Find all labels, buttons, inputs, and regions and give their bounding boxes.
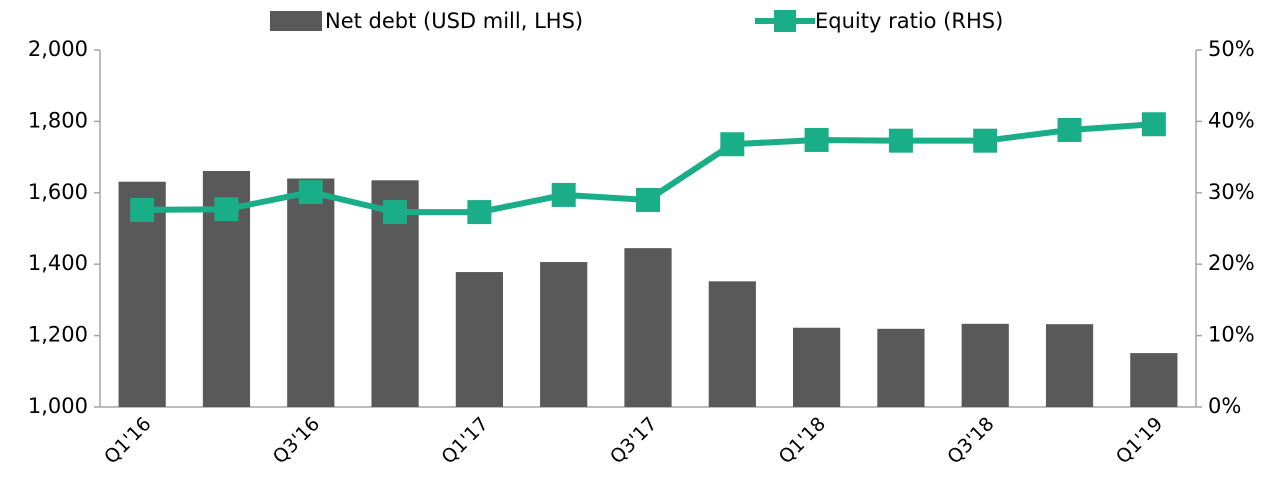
bar — [708, 281, 756, 407]
legend-swatch — [774, 10, 796, 32]
line-marker — [720, 132, 745, 157]
y2-tick-label: 30% — [1208, 180, 1255, 204]
y-tick-label: 1,800 — [28, 108, 88, 132]
bar — [793, 327, 841, 407]
x-tick-label: Q1'17 — [437, 413, 492, 468]
line-marker — [214, 197, 239, 222]
bar — [961, 323, 1009, 407]
bar — [455, 272, 503, 407]
y-tick-label: 1,200 — [28, 323, 88, 347]
bar — [877, 328, 925, 407]
legend-label: Net debt (USD mill, LHS) — [325, 9, 583, 33]
bar — [1130, 353, 1178, 407]
bar — [287, 178, 335, 407]
y-tick-label: 1,600 — [28, 180, 88, 204]
line-marker — [383, 200, 408, 225]
legend-label: Equity ratio (RHS) — [815, 9, 1003, 33]
y-tick-label: 1,000 — [28, 394, 88, 418]
bar — [624, 248, 672, 407]
x-tick-label: Q3'17 — [606, 413, 661, 468]
x-tick-label: Q1'19 — [1112, 413, 1167, 468]
x-tick-label: Q3'16 — [269, 413, 324, 468]
x-tick-label: Q1'16 — [100, 413, 155, 468]
legend-swatch — [270, 11, 322, 31]
y2-tick-label: 40% — [1208, 108, 1255, 132]
line-marker — [636, 187, 660, 212]
line-marker — [888, 128, 913, 153]
line-marker — [1141, 112, 1166, 137]
line-marker — [298, 180, 323, 205]
y-tick-label: 1,400 — [28, 251, 88, 275]
bar — [1045, 324, 1094, 407]
bar — [540, 262, 588, 407]
line-marker — [804, 127, 829, 152]
line-marker — [130, 197, 155, 222]
y2-tick-label: 50% — [1208, 37, 1255, 61]
y2-tick-label: 20% — [1208, 251, 1255, 275]
x-tick-label: Q1'18 — [775, 413, 830, 468]
line-marker — [1057, 117, 1082, 142]
line-marker — [467, 200, 492, 225]
line-marker — [973, 128, 998, 153]
y2-tick-label: 0% — [1208, 394, 1241, 418]
x-tick-label: Q3'18 — [943, 413, 998, 468]
y-tick-label: 2,000 — [28, 37, 88, 61]
line-marker — [551, 182, 576, 207]
y2-tick-label: 10% — [1208, 323, 1255, 347]
